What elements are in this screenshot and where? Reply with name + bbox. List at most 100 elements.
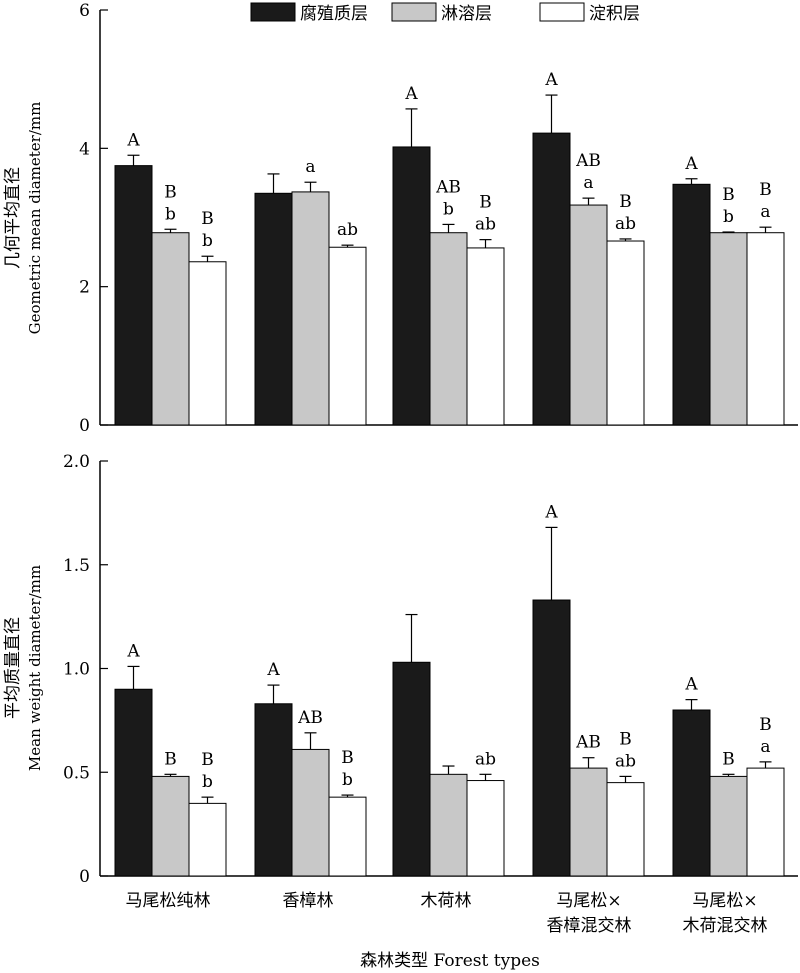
- mwd-significance-label: B: [722, 749, 735, 769]
- gmd-significance-label: a: [760, 202, 770, 222]
- mwd-significance-label: ab: [615, 751, 636, 771]
- gmd-significance-label: A: [404, 84, 418, 104]
- mwd-y-tick-label: 1.5: [63, 556, 90, 576]
- gmd-significance-label: b: [723, 207, 734, 227]
- gmd-significance-label: A: [126, 130, 140, 150]
- legend-swatch-illuvial: [539, 2, 585, 22]
- legend: 腐殖质层 淋溶层 淀积层: [250, 2, 640, 24]
- gmd-significance-label: b: [443, 199, 454, 219]
- gmd-significance-label: b: [202, 231, 213, 251]
- gmd-significance-label: A: [684, 154, 698, 174]
- gmd-significance-label: B: [479, 193, 492, 213]
- gmd-bar: [392, 146, 431, 426]
- mwd-bar: [606, 782, 645, 877]
- mwd-bar: [746, 767, 785, 877]
- mwd-ylabel-en: Mean weight diameter/mm: [26, 565, 44, 771]
- mwd-significance-label: A: [544, 502, 558, 522]
- mwd-significance-label: A: [684, 675, 698, 695]
- gmd-y-tick-label: 6: [79, 1, 90, 21]
- gmd-y-tick-label: 4: [79, 139, 90, 159]
- gmd-significance-label: B: [722, 185, 735, 205]
- mwd-significance-label: b: [202, 772, 213, 792]
- mwd-bar: [114, 688, 153, 877]
- mwd-bar: [569, 767, 608, 877]
- legend-label-eluvial: 淋溶层: [441, 4, 492, 24]
- mwd-significance-label: AB: [297, 708, 323, 728]
- mwd-bar: [392, 661, 431, 877]
- mwd-bar: [532, 599, 571, 877]
- gmd-bar: [429, 232, 468, 426]
- mwd-y-tick-label: 2.0: [63, 452, 90, 472]
- gmd-bar: [254, 192, 293, 426]
- gmd-significance-label: B: [164, 182, 177, 202]
- category-label-1: 马尾松纯林: [126, 891, 211, 911]
- gmd-bar: [114, 165, 153, 426]
- category-labels: 马尾松纯林 香樟林 木荷林 马尾松× 香樟混交林 马尾松× 木荷混交林: [126, 891, 768, 936]
- gmd-significance-label: B: [201, 209, 214, 229]
- mwd-significance-label: B: [201, 750, 214, 770]
- mwd-bar: [151, 775, 190, 877]
- gmd-ylabel-en: Geometric mean diameter/mm: [26, 102, 44, 335]
- gmd-significance-label: B: [759, 180, 772, 200]
- mwd-significance-label: B: [619, 729, 632, 749]
- gmd-bar: [709, 232, 748, 426]
- mwd-significance-label: A: [266, 660, 280, 680]
- mwd-significance-label: A: [126, 641, 140, 661]
- mwd-significance-label: ab: [475, 749, 496, 769]
- x-axis-title: 森林类型 Forest types: [360, 951, 540, 971]
- mwd-bar: [291, 748, 330, 877]
- category-label-4-line2: 香樟混交林: [547, 916, 632, 936]
- mwd-significance-label: B: [759, 715, 772, 735]
- legend-swatch-eluvial: [391, 2, 437, 22]
- gmd-bar: [291, 191, 330, 426]
- category-label-4-line1: 马尾松×: [556, 891, 621, 911]
- mwd-ylabel-cn: 平均质量直径: [3, 617, 23, 719]
- mwd-y-tick-label: 0: [79, 867, 90, 887]
- mwd-significance-label: B: [164, 749, 177, 769]
- mwd-y-tick-label: 0.5: [63, 763, 90, 783]
- gmd-bar: [188, 261, 227, 426]
- gmd-significance-label: ab: [615, 214, 636, 234]
- mwd-y-tick-label: 1.0: [63, 660, 90, 680]
- mwd-significance-label: a: [760, 737, 770, 757]
- mwd-bar: [429, 773, 468, 877]
- mwd-significance-label: B: [341, 748, 354, 768]
- gmd-y-tick-label: 2: [79, 278, 90, 298]
- gmd-significance-label: ab: [337, 220, 358, 240]
- gmd-significance-label: b: [165, 204, 176, 224]
- mwd-bar: [466, 780, 505, 877]
- gmd-bar: [672, 183, 711, 426]
- gmd-bar: [606, 240, 645, 426]
- gmd-bar: [151, 232, 190, 426]
- gmd-significance-label: a: [305, 157, 315, 177]
- gmd-significance-label: AB: [575, 151, 601, 171]
- mwd-bar: [709, 775, 748, 877]
- gmd-bar: [569, 204, 608, 426]
- gmd-bar: [746, 232, 785, 426]
- category-label-2: 香樟林: [283, 891, 334, 911]
- mwd-bar: [672, 709, 711, 877]
- gmd-significance-label: A: [544, 70, 558, 90]
- mwd-bar: [254, 703, 293, 877]
- gmd-bar: [466, 247, 505, 426]
- category-label-5-line1: 马尾松×: [692, 891, 757, 911]
- mwd-significance-label: b: [342, 770, 353, 790]
- gmd-significance-label: ab: [475, 215, 496, 235]
- gmd-significance-label: AB: [435, 177, 461, 197]
- gmd-bar: [328, 246, 367, 426]
- mwd-bar: [188, 802, 227, 877]
- mwd-bar: [328, 796, 367, 877]
- category-label-3: 木荷林: [421, 891, 472, 911]
- gmd-significance-label: a: [583, 173, 593, 193]
- legend-label-illuvial: 淀积层: [589, 4, 640, 24]
- legend-label-humus: 腐殖质层: [300, 4, 368, 24]
- gmd-y-tick-label: 0: [79, 416, 90, 436]
- legend-swatch-humus: [250, 2, 296, 22]
- gmd-ylabel-cn: 几何平均直径: [3, 167, 23, 269]
- category-label-5-line2: 木荷混交林: [683, 916, 768, 936]
- gmd-bar: [532, 132, 571, 426]
- mwd-significance-label: AB: [575, 733, 601, 753]
